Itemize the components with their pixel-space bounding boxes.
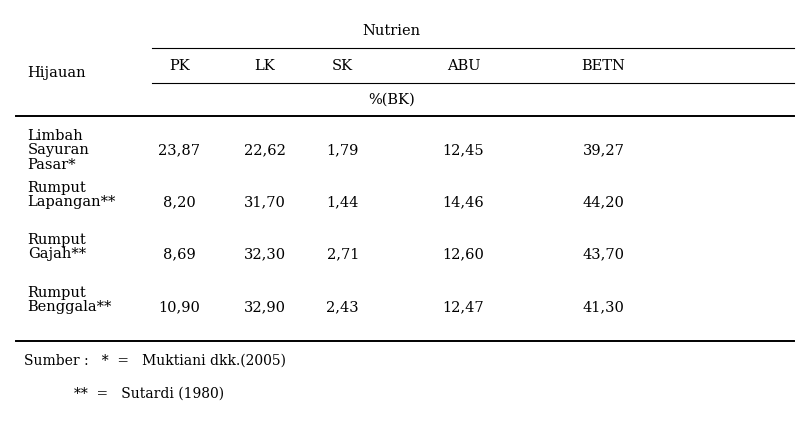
Text: 12,45: 12,45 [443,144,484,157]
Text: Nutrien: Nutrien [363,24,420,37]
Text: 2,43: 2,43 [326,300,359,314]
Text: Rumput: Rumput [28,181,87,195]
Text: LK: LK [254,59,275,73]
Text: 44,20: 44,20 [582,195,624,209]
Text: BETN: BETN [581,59,626,73]
Text: ABU: ABU [447,59,480,73]
Text: 43,70: 43,70 [582,248,625,261]
Text: 2,71: 2,71 [326,248,359,261]
Text: 32,30: 32,30 [244,248,286,261]
Text: 12,47: 12,47 [443,300,484,314]
Text: 31,70: 31,70 [244,195,286,209]
Text: 12,60: 12,60 [443,248,484,261]
Text: Benggala**: Benggala** [28,300,112,314]
Text: 39,27: 39,27 [582,144,624,157]
Text: Sumber :   *  =   Muktiani dkk.(2005): Sumber : * = Muktiani dkk.(2005) [24,354,286,368]
Text: Rumput: Rumput [28,286,87,300]
Text: %(BK): %(BK) [368,92,415,106]
Text: 22,62: 22,62 [244,144,286,157]
Text: Gajah**: Gajah** [28,248,86,261]
Text: Hijauan: Hijauan [28,66,87,80]
Text: Limbah: Limbah [28,128,83,143]
Text: 14,46: 14,46 [443,195,484,209]
Text: Lapangan**: Lapangan** [28,195,116,209]
Text: Rumput: Rumput [28,234,87,248]
Text: 10,90: 10,90 [159,300,200,314]
Text: 23,87: 23,87 [159,144,200,157]
Text: 1,44: 1,44 [326,195,359,209]
Text: **  =   Sutardi (1980): ** = Sutardi (1980) [75,387,225,401]
Text: 8,69: 8,69 [163,248,196,261]
Text: SK: SK [332,59,354,73]
Text: PK: PK [169,59,190,73]
Text: Sayuran: Sayuran [28,144,90,157]
Text: 8,20: 8,20 [163,195,196,209]
Text: 32,90: 32,90 [244,300,286,314]
Text: 1,79: 1,79 [326,144,359,157]
Text: Pasar*: Pasar* [28,158,76,172]
Text: 41,30: 41,30 [582,300,624,314]
